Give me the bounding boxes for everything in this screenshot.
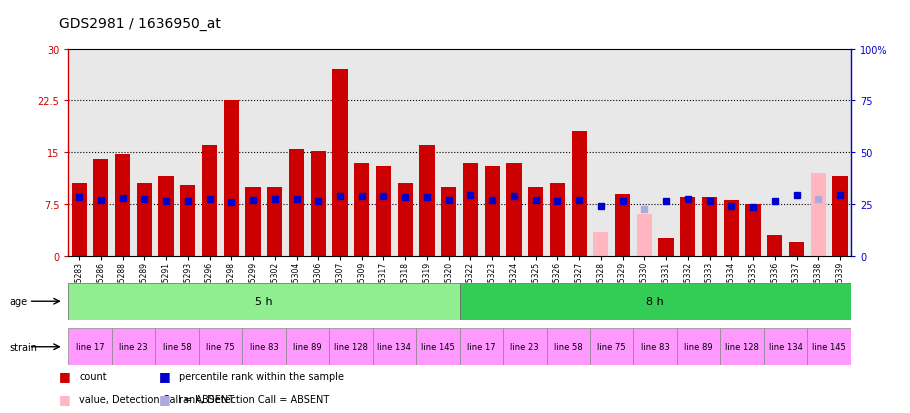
Text: line 89: line 89 [684,342,713,351]
Bar [416,328,460,366]
Bar [136,184,152,256]
Bar [224,101,239,256]
Text: line 128: line 128 [725,342,759,351]
Bar [571,132,587,256]
Text: line 17: line 17 [76,342,105,351]
Bar [593,232,609,256]
Bar [547,328,590,366]
Text: line 75: line 75 [597,342,626,351]
Text: line 89: line 89 [293,342,322,351]
Bar [506,163,521,256]
Text: line 128: line 128 [334,342,368,351]
Bar [202,146,217,256]
Bar [680,197,695,256]
Bar [702,197,717,256]
Bar [460,328,503,366]
Bar [93,160,108,256]
Text: line 58: line 58 [163,342,191,351]
Text: line 145: line 145 [813,342,846,351]
Bar [156,328,198,366]
Bar [372,328,416,366]
Text: line 134: line 134 [769,342,803,351]
Bar [286,328,329,366]
Bar [721,328,763,366]
Text: line 134: line 134 [378,342,411,351]
Bar [68,328,112,366]
Bar [659,239,673,256]
Text: line 83: line 83 [641,342,670,351]
Bar [288,150,304,256]
Text: strain: strain [9,342,37,352]
Bar [310,152,326,256]
Text: value, Detection Call = ABSENT: value, Detection Call = ABSENT [79,394,234,404]
Text: ■: ■ [59,369,71,382]
Bar [376,166,391,256]
Bar [767,235,783,256]
Text: 8 h: 8 h [646,297,664,306]
Bar [115,154,130,256]
Bar [807,328,851,366]
Bar [550,184,565,256]
Text: percentile rank within the sample: percentile rank within the sample [179,371,344,381]
Bar [398,184,413,256]
Text: line 75: line 75 [206,342,235,351]
Bar [198,328,242,366]
Bar [484,166,500,256]
Bar [329,328,372,366]
Bar [68,283,460,320]
Bar [441,187,456,256]
Bar [677,328,721,366]
Bar [242,328,286,366]
Bar [332,70,348,256]
Text: ■: ■ [59,392,71,405]
Text: rank, Detection Call = ABSENT: rank, Detection Call = ABSENT [179,394,329,404]
Text: ■: ■ [159,392,171,405]
Bar [615,194,631,256]
Bar [763,328,807,366]
Bar [463,163,478,256]
Bar [833,177,847,256]
Text: age: age [9,297,27,306]
Bar [460,283,851,320]
Text: line 83: line 83 [249,342,278,351]
Text: count: count [79,371,106,381]
Text: line 17: line 17 [467,342,496,351]
Bar [158,177,174,256]
Bar [590,328,633,366]
Bar [637,215,652,256]
Bar [528,187,543,256]
Text: line 23: line 23 [119,342,147,351]
Text: GDS2981 / 1636950_at: GDS2981 / 1636950_at [59,17,221,31]
Text: line 145: line 145 [421,342,455,351]
Bar [420,146,435,256]
Text: line 23: line 23 [511,342,539,351]
Bar [633,328,677,366]
Bar [811,173,826,256]
Bar [268,187,282,256]
Bar [246,187,260,256]
Bar [503,328,547,366]
Bar [72,184,86,256]
Bar [723,201,739,256]
Bar [789,242,804,256]
Text: line 58: line 58 [554,342,582,351]
Bar [180,186,196,256]
Text: 5 h: 5 h [255,297,273,306]
Bar [745,204,761,256]
Text: ■: ■ [159,369,171,382]
Bar [112,328,156,366]
Bar [354,163,369,256]
